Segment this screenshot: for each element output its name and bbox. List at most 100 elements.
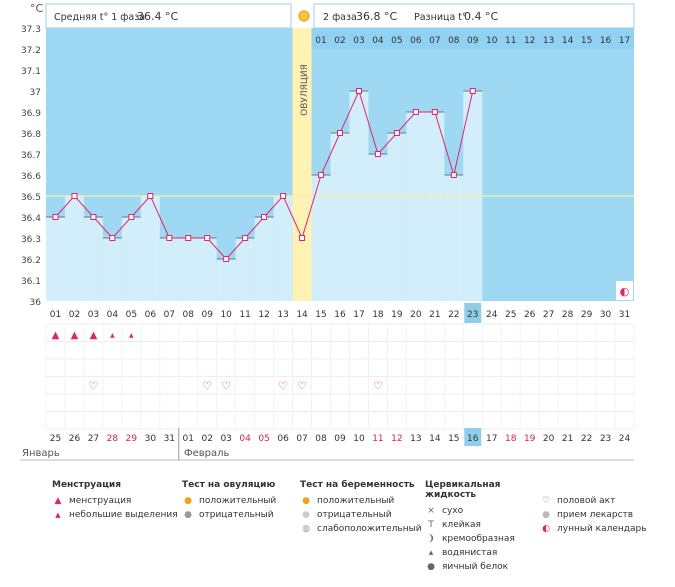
legend-menstruation: Менструация ▲ менструация ▲ небольшие выде… — [52, 480, 178, 522]
y-tick-label: 37.1 — [21, 67, 41, 77]
legend-item: ◐ лунный календарь — [540, 522, 660, 536]
temperature-point — [52, 214, 59, 220]
temperature-point — [223, 256, 230, 262]
x-tick-label: 10 — [220, 310, 232, 320]
y-tick-label: 36.5 — [21, 193, 41, 203]
x-tick-label: 05 — [126, 310, 137, 320]
calendar-day-label: 23 — [600, 434, 611, 444]
legend-label: половой акт — [557, 496, 616, 506]
month-february: Февраль — [184, 448, 230, 459]
ovulation-label: ОВУЛЯЦИЯ — [300, 64, 310, 116]
calendar-day-label: 15 — [448, 434, 459, 444]
phase2-value: 36.8 °C — [356, 10, 397, 23]
x-tick-label: 31 — [619, 310, 630, 320]
calendar-day-label: 12 — [391, 434, 402, 444]
temperature-point — [185, 235, 192, 241]
phase1-value: 36.4 °C — [137, 10, 178, 23]
phase2-day-label: 02 — [334, 36, 345, 46]
temperature-bar — [368, 154, 388, 301]
calendar-day-label: 28 — [107, 434, 119, 444]
temperature-bar — [330, 133, 350, 301]
x-tick-label: 11 — [239, 310, 250, 320]
x-tick-label: 22 — [448, 310, 459, 320]
calendar-day-label: 16 — [467, 434, 479, 444]
temperature-point — [90, 214, 97, 220]
temperature-bar — [406, 112, 426, 301]
temperature-bar — [444, 175, 464, 301]
creamy-icon: ❩ — [427, 534, 435, 544]
temperature-point — [204, 235, 211, 241]
legend-label: клейкая — [442, 520, 481, 530]
heart-icon: ♡ — [88, 380, 98, 393]
y-tick-label: 37.3 — [21, 25, 41, 35]
phase2-day-label: 03 — [353, 36, 364, 46]
x-tick-label: 26 — [524, 310, 536, 320]
legend-item: ♡ половой акт — [540, 494, 660, 508]
temperature-bar — [83, 217, 103, 301]
calendar-day-label: 20 — [543, 434, 555, 444]
calendar-day-label: 19 — [524, 434, 536, 444]
legend-label: положительный — [199, 496, 277, 506]
calendar-day-label: 26 — [69, 434, 81, 444]
heart-icon: ♡ — [373, 380, 383, 393]
temperature-point — [450, 172, 457, 178]
legend-item: × сухо — [425, 504, 540, 518]
temperature-bar — [159, 238, 179, 301]
sun-icon — [298, 10, 310, 22]
temperature-point — [318, 172, 325, 178]
x-tick-label: 04 — [107, 310, 119, 320]
temperature-point — [412, 109, 419, 115]
legend-pregnancy-test: Тест на беременность ● положительный ● отр… — [300, 480, 422, 536]
calendar-day-label: 18 — [505, 434, 517, 444]
calendar-day-label: 13 — [410, 434, 421, 444]
temperature-point — [469, 88, 476, 94]
pregnancy-positive-icon: ● — [302, 496, 310, 506]
y-tick-label: 36.7 — [21, 151, 41, 161]
temperature-point — [393, 130, 400, 136]
heart-icon: ♡ — [202, 380, 212, 393]
x-tick-label: 24 — [486, 310, 498, 320]
diff-label: Разница t° — [414, 12, 467, 23]
x-tick-label: 12 — [258, 310, 269, 320]
heart-icon: ♡ — [278, 380, 288, 393]
temperature-bar — [140, 196, 160, 301]
legend-other: ♡ половой акт ● прием лекарств ◐ лунный кал… — [540, 494, 660, 536]
calendar-day-label: 02 — [201, 434, 212, 444]
phase2-day-label: 05 — [391, 36, 402, 46]
x-tick-label: 27 — [543, 310, 554, 320]
phase2-day-label: 17 — [619, 36, 630, 46]
phase1-label: Средняя t° 1 фаза — [54, 12, 145, 23]
legend-item: ▲ небольшие выделения — [52, 508, 177, 522]
ovulation-band — [292, 28, 312, 301]
pregnancy-negative-icon: ● — [302, 510, 310, 520]
temperature-bar — [46, 217, 65, 301]
heart-icon: ♡ — [297, 380, 307, 393]
positive-test-icon: ● — [184, 496, 192, 506]
temperature-point — [71, 193, 78, 199]
dry-icon: × — [427, 506, 435, 516]
x-tick-label: 18 — [372, 310, 384, 320]
calendar-day-label: 06 — [277, 434, 289, 444]
moon-cell — [616, 281, 633, 300]
temperature-point — [166, 235, 173, 241]
phase2-day-label: 07 — [429, 36, 440, 46]
legend-item: ● отрицательный — [182, 508, 292, 522]
temperature-bar — [235, 238, 255, 301]
x-tick-label: 01 — [50, 310, 61, 320]
x-tick-label: 20 — [410, 310, 422, 320]
legend-ovulation-test: Тест на овуляцию ● положительный ● отрицат… — [182, 480, 292, 522]
temperature-bar — [197, 238, 217, 301]
legend-label: водянистая — [442, 548, 498, 558]
temperature-bar — [121, 217, 141, 301]
y-tick-label: 36.6 — [21, 172, 41, 182]
negative-test-icon: ● — [184, 510, 192, 520]
temperature-point — [242, 235, 249, 241]
legend-label: кремообразная — [442, 534, 515, 544]
x-tick-label: 15 — [315, 310, 326, 320]
x-tick-label: 02 — [69, 310, 80, 320]
calendar-day-label: 27 — [88, 434, 99, 444]
phase2-day-label: 01 — [315, 36, 326, 46]
legend-ovulation-test-title: Тест на овуляцию — [182, 480, 276, 490]
legend-label: прием лекарств — [557, 510, 634, 520]
watery-icon: ▴ — [428, 548, 434, 558]
